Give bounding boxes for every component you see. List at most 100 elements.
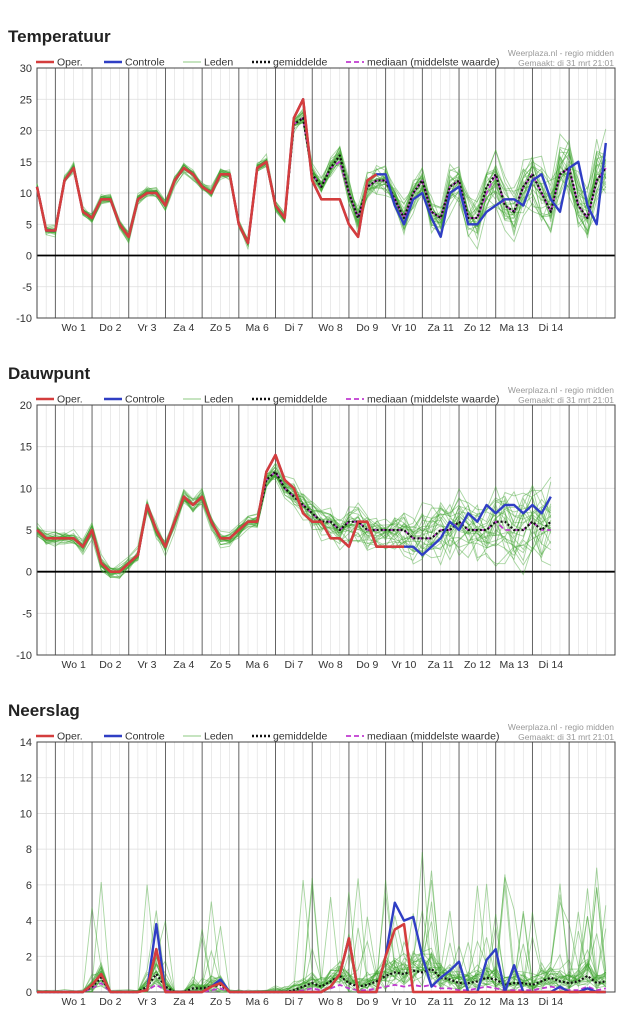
member-line xyxy=(36,474,552,574)
x-tick-label: Do 2 xyxy=(99,996,121,1008)
legend-label-gemiddelde: gemiddelde xyxy=(273,731,327,743)
x-tick-label: Zo 5 xyxy=(210,322,231,334)
member-line xyxy=(36,470,552,575)
x-tick-label: Zo 12 xyxy=(464,322,491,334)
x-tick-label: Zo 5 xyxy=(210,659,231,671)
legend-label-leden: Leden xyxy=(204,57,233,69)
x-tick-label: Zo 12 xyxy=(464,659,491,671)
chart-title: Dauwpunt xyxy=(8,364,91,383)
x-tick-label: Di 14 xyxy=(539,996,564,1008)
chart-title: Temperatuur xyxy=(8,27,111,46)
y-tick-label: 14 xyxy=(20,737,32,749)
x-tick-label: Zo 5 xyxy=(210,996,231,1008)
member-line xyxy=(36,475,552,578)
y-tick-label: 12 xyxy=(20,773,32,785)
y-tick-label: -5 xyxy=(22,282,32,294)
x-tick-label: Di 14 xyxy=(539,322,564,334)
y-tick-label: -5 xyxy=(22,608,32,620)
x-tick-label: Do 9 xyxy=(356,322,378,334)
x-tick-label: Za 4 xyxy=(173,996,194,1008)
oper-line xyxy=(36,453,404,573)
member-line xyxy=(36,476,552,572)
x-tick-label: Wo 8 xyxy=(318,322,342,334)
x-tick-label: Vr 10 xyxy=(392,659,417,671)
x-tick-label: Di 7 xyxy=(285,322,304,334)
credit-made: Gemaakt: di 31 mrt 21:01 xyxy=(518,395,614,405)
x-tick-label: Do 2 xyxy=(99,322,121,334)
oper-line xyxy=(35,97,378,245)
x-tick-label: Do 9 xyxy=(356,659,378,671)
neerslag-chart: 0 2 4 6 8 10 12 14 Wo 1 Do 2 Vr 3 Za 4 Zo 5 Ma 6 Di 7 W… xyxy=(20,724,616,1008)
x-tick-label: Za 4 xyxy=(173,659,194,671)
legend-label-mediaan: mediaan (middelste waarde) xyxy=(367,731,499,743)
x-tick-label: Vr 3 xyxy=(138,996,157,1008)
y-tick-label: 10 xyxy=(20,188,32,200)
legend-label-gemiddelde: gemiddelde xyxy=(273,394,327,406)
temperatuur-chart: -10 -5 0 5 10 15 20 25 30 Wo 1 Do 2 Vr 3 Za 4 Zo 5 Ma … xyxy=(16,50,616,334)
legend-label-oper: Oper. xyxy=(57,57,83,69)
y-tick-label: 5 xyxy=(26,525,32,537)
x-tick-label: Za 11 xyxy=(428,322,454,334)
x-tick-label: Zo 12 xyxy=(464,996,491,1008)
x-tick-label: Di 14 xyxy=(539,659,564,671)
x-tick-label: Ma 6 xyxy=(246,659,270,671)
member-line xyxy=(36,478,552,575)
y-tick-label: 0 xyxy=(26,987,32,999)
member-line xyxy=(36,462,552,579)
x-tick-label: Do 9 xyxy=(356,996,378,1008)
credit-made: Gemaakt: di 31 mrt 21:01 xyxy=(518,732,614,742)
member-line xyxy=(36,469,552,573)
y-tick-label: 6 xyxy=(26,880,32,892)
legend-label-controle: Controle xyxy=(125,57,165,69)
credit-source: Weerplaza.nl - regio midden xyxy=(508,50,614,58)
legend-label-leden: Leden xyxy=(204,394,233,406)
x-tick-label: Vr 3 xyxy=(138,659,157,671)
plot-frame xyxy=(36,741,616,993)
x-tick-label: Wo 8 xyxy=(318,659,342,671)
gemiddelde-line xyxy=(36,470,552,573)
x-tick-label: Wo 1 xyxy=(62,322,86,334)
x-tick-label: Wo 1 xyxy=(62,659,86,671)
legend-label-oper: Oper. xyxy=(57,731,83,743)
dauwpunt-chart: -10 -5 0 5 10 15 20 Wo 1 Do 2 Vr 3 Za 4 Zo 5 Ma 6 Di … xyxy=(16,387,616,671)
member-line xyxy=(36,469,552,578)
credit-source: Weerplaza.nl - regio midden xyxy=(508,387,614,395)
oper-line xyxy=(37,922,606,994)
x-tick-label: Vr 10 xyxy=(392,322,417,334)
x-tick-label: Vr 10 xyxy=(392,996,417,1008)
y-tick-label: 30 xyxy=(20,63,32,75)
x-tick-label: Ma 6 xyxy=(246,322,270,334)
x-tick-label: Ma 13 xyxy=(499,996,528,1008)
y-tick-label: 2 xyxy=(26,951,32,963)
x-tick-label: Di 7 xyxy=(285,996,304,1008)
x-tick-label: Za 4 xyxy=(173,322,194,334)
legend-label-controle: Controle xyxy=(125,731,165,743)
x-tick-label: Di 7 xyxy=(285,659,304,671)
member-line xyxy=(36,462,552,578)
x-tick-label: Wo 1 xyxy=(62,996,86,1008)
x-tick-label: Vr 3 xyxy=(138,322,157,334)
y-tick-label: 4 xyxy=(26,916,32,928)
legend-label-leden: Leden xyxy=(204,731,233,743)
y-tick-label: 8 xyxy=(26,844,32,856)
legend-label-gemiddelde: gemiddelde xyxy=(273,57,327,69)
y-tick-label: 10 xyxy=(20,483,32,495)
y-tick-label: 15 xyxy=(20,442,32,454)
y-tick-label: -10 xyxy=(16,650,32,662)
y-tick-label: 5 xyxy=(26,219,32,231)
y-tick-label: 20 xyxy=(20,126,32,138)
x-tick-label: Wo 8 xyxy=(318,996,342,1008)
x-tick-label: Ma 6 xyxy=(246,996,270,1008)
y-tick-label: 10 xyxy=(20,808,32,820)
credit-made: Gemaakt: di 31 mrt 21:01 xyxy=(518,58,614,68)
y-tick-label: 20 xyxy=(20,400,32,412)
y-tick-label: 0 xyxy=(26,251,32,263)
x-tick-label: Ma 13 xyxy=(499,659,528,671)
y-tick-label: -10 xyxy=(16,313,32,325)
y-tick-label: 15 xyxy=(20,157,32,169)
chart-title: Neerslag xyxy=(8,701,80,720)
gemiddelde-line xyxy=(37,967,607,994)
x-tick-label: Za 11 xyxy=(428,659,454,671)
legend-label-oper: Oper. xyxy=(57,394,83,406)
y-tick-label: 0 xyxy=(26,567,32,579)
